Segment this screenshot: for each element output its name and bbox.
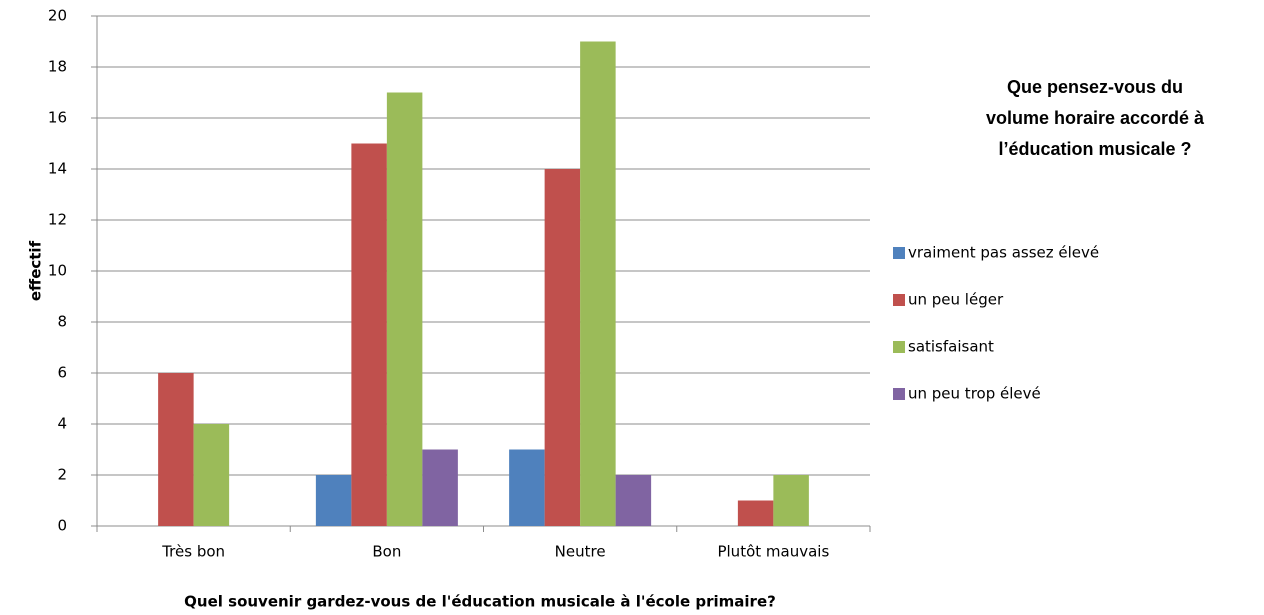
- bar: [737, 500, 774, 526]
- legend-swatch: [893, 341, 905, 353]
- x-tick-label: Plutôt mauvais: [717, 543, 829, 561]
- bar: [615, 475, 652, 526]
- y-tick-label: 2: [57, 466, 67, 484]
- x-tick-label: Neutre: [555, 543, 606, 561]
- y-tick-label: 4: [57, 415, 67, 433]
- bar: [580, 41, 616, 526]
- x-tick-label: Bon: [372, 543, 401, 561]
- y-tick-label: 6: [57, 364, 67, 382]
- y-tick-label: 8: [57, 313, 67, 331]
- legend-swatch: [893, 247, 905, 259]
- legend-label: un peu léger: [908, 291, 1004, 309]
- bar: [509, 449, 545, 526]
- y-tick-label: 10: [48, 262, 67, 280]
- y-axis-title: effectif: [27, 240, 45, 301]
- bar: [544, 169, 581, 526]
- bar: [386, 92, 423, 526]
- y-tick-label: 12: [48, 211, 67, 229]
- y-tick-label: 16: [48, 109, 67, 127]
- y-tick-label: 14: [48, 160, 67, 178]
- bar: [193, 424, 230, 526]
- y-tick-label: 20: [48, 7, 67, 25]
- bar: [422, 449, 458, 526]
- x-axis-title: Quel souvenir gardez-vous de l'éducation…: [184, 593, 776, 611]
- legend-label: vraiment pas assez élevé: [908, 244, 1099, 262]
- legend-label: satisfaisant: [908, 338, 994, 356]
- bar: [158, 373, 194, 526]
- legend-label: un peu trop élevé: [908, 385, 1041, 403]
- legend-swatch: [893, 294, 905, 306]
- legend-title: Que pensez-vous du volume horaire accord…: [985, 77, 1205, 159]
- y-tick-label: 18: [48, 58, 67, 76]
- bar: [315, 475, 352, 526]
- bar: [773, 475, 809, 526]
- y-tick-label: 0: [57, 517, 67, 535]
- legend-swatch: [893, 388, 905, 400]
- bar: [351, 143, 387, 526]
- x-tick-label: Très bon: [161, 543, 225, 561]
